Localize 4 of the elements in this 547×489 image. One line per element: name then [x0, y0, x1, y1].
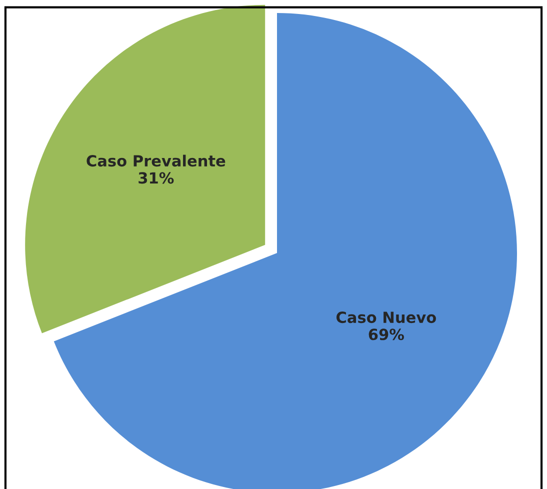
- data-label: 69%: [368, 328, 404, 340]
- slice-label: Caso Prevalente: [86, 154, 226, 167]
- slice-label: Caso Nuevo: [336, 312, 436, 324]
- data-label: 31%: [138, 172, 174, 184]
